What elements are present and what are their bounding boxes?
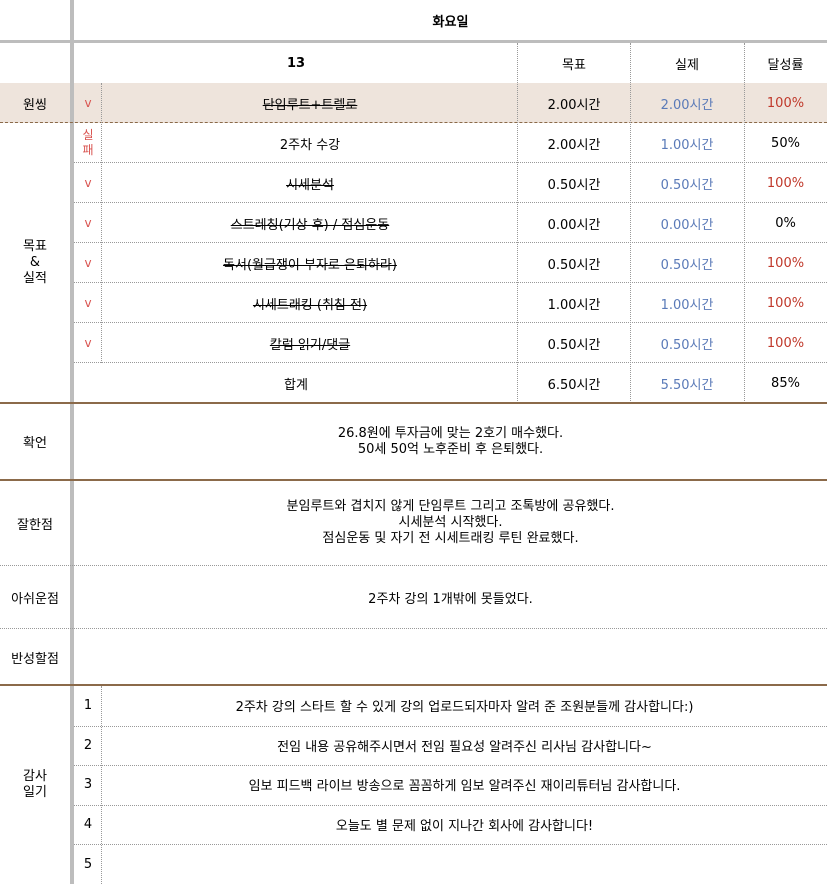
warmup-check: v xyxy=(84,96,92,110)
goal-row-border xyxy=(74,202,827,203)
gratitude-row-border xyxy=(74,765,827,767)
goal-rate: 100% xyxy=(766,295,805,311)
sep-gratitude-num xyxy=(101,686,102,884)
goal-mark: v xyxy=(84,295,92,310)
day-title: 화요일 xyxy=(432,14,469,30)
goal-target: 2.00시간 xyxy=(547,137,601,153)
warmup-task: 단임루트+트렐로 xyxy=(262,97,358,113)
goal-row-border xyxy=(74,282,827,283)
goal-rate: 50% xyxy=(771,135,800,151)
warmup-border xyxy=(0,122,827,124)
goal-task: 2주차 수강 xyxy=(279,137,341,153)
goal-target: 0.50시간 xyxy=(547,337,601,353)
good-line-2: 시세분석 시작했다. xyxy=(398,515,503,530)
total-label: 합계 xyxy=(284,377,308,393)
goal-target: 0.00시간 xyxy=(547,217,601,233)
goal-rate: 100% xyxy=(766,335,805,351)
good-border xyxy=(0,565,827,566)
reflect-border xyxy=(0,684,827,686)
col-actual: 실제 xyxy=(675,57,699,73)
warmup-row-bg xyxy=(0,83,827,123)
goal-mark: v xyxy=(84,255,92,270)
goal-rate: 0% xyxy=(775,215,796,231)
gratitude-label: 감사 일기 xyxy=(23,769,47,800)
goal-task: 스트레칭(기상 후) / 점심운동 xyxy=(230,217,390,233)
regret-label: 아쉬운점 xyxy=(11,591,59,607)
warmup-rate: 100% xyxy=(766,95,805,111)
goal-target: 0.50시간 xyxy=(547,257,601,273)
goal-task: 시세분석 xyxy=(286,177,334,193)
reflect-label: 반성할점 xyxy=(11,651,59,667)
goal-row-border xyxy=(74,242,827,243)
affirmation-text: 26.8원에 투자금에 맞는 2호기 매수했다. 50세 50억 노후준비 후 … xyxy=(74,404,827,479)
gratitude-num: 4 xyxy=(83,817,93,833)
gratitude-text: 임보 피드백 라이브 방송으로 꼼꼼하게 임보 알려주신 재이리튜터님 감사합니… xyxy=(248,779,681,795)
goal-actual: 1.00시간 xyxy=(660,297,714,313)
gratitude-text xyxy=(102,844,827,884)
good-line-1: 분임루트와 겹치지 않게 단임루트 그리고 조톡방에 공유했다. xyxy=(286,499,615,514)
sep-mark xyxy=(101,83,102,363)
regret-text: 2주차 강의 1개밖에 못들었다. xyxy=(368,591,533,607)
gratitude-row-border xyxy=(74,844,827,846)
col-target: 목표 xyxy=(562,57,586,73)
warmup-target: 2.00시간 xyxy=(547,97,601,113)
goal-actual: 1.00시간 xyxy=(660,137,714,153)
good-label: 잘한점 xyxy=(17,517,53,533)
gratitude-row-border xyxy=(74,804,827,806)
gratitude-text: 오늘도 별 문제 없이 지나간 회사에 감사합니다! xyxy=(335,819,594,835)
goal-target: 1.00시간 xyxy=(547,297,601,313)
goal-actual: 0.50시간 xyxy=(660,177,714,193)
gratitude-num: 5 xyxy=(83,856,93,872)
sep-actual xyxy=(630,43,631,403)
col-number: 13 xyxy=(286,55,306,71)
goal-rate: 100% xyxy=(766,175,805,191)
affirmation-border xyxy=(0,479,827,481)
goal-actual: 0.00시간 xyxy=(660,217,714,233)
regret-border xyxy=(0,628,827,629)
col-rate: 달성률 xyxy=(767,57,804,73)
sep-rate xyxy=(744,43,745,403)
goal-actual: 0.50시간 xyxy=(660,337,714,353)
total-actual: 5.50시간 xyxy=(660,377,714,393)
gratitude-num: 3 xyxy=(83,777,93,793)
total-rate: 85% xyxy=(771,375,800,391)
goal-task: 독서(월급쟁이 부자로 은퇴하라) xyxy=(223,257,397,273)
goal-rate: 100% xyxy=(766,255,805,271)
good-line-3: 점심운동 및 자기 전 시세트래킹 루틴 완료했다. xyxy=(322,531,579,546)
affirmation-line-2: 50세 50억 노후준비 후 은퇴했다. xyxy=(357,441,544,457)
goal-mark: v xyxy=(84,175,92,190)
warmup-label: 원씽 xyxy=(23,97,47,113)
gratitude-text: 전임 내용 공유해주시면서 전임 필요성 알려주신 리사님 감사합니다~ xyxy=(277,739,652,755)
warmup-actual: 2.00시간 xyxy=(660,97,714,113)
goal-task: 칼럼 읽기/댓글 xyxy=(269,337,351,353)
goal-target: 0.50시간 xyxy=(547,177,601,193)
gratitude-row-border xyxy=(74,725,827,727)
affirmation-label: 확언 xyxy=(23,436,47,451)
total-target: 6.50시간 xyxy=(547,377,601,393)
goals-bottom-border xyxy=(0,402,827,404)
good-text: 분임루트와 겹치지 않게 단임루트 그리고 조톡방에 공유했다. 시세분석 시작… xyxy=(74,481,827,565)
goal-row-border xyxy=(74,362,827,363)
goal-mark: v xyxy=(84,215,92,230)
affirmation-line-1: 26.8원에 투자금에 맞는 2호기 매수했다. xyxy=(337,425,564,441)
reflect-text xyxy=(74,629,827,685)
goal-mark: v xyxy=(84,335,92,350)
gratitude-text: 2주차 강의 스타트 할 수 있게 강의 업로드되자마자 알려 준 조원분들께 … xyxy=(235,700,694,716)
sep-target xyxy=(517,43,518,403)
goal-row-border xyxy=(74,162,827,163)
gratitude-num: 1 xyxy=(83,698,93,714)
goals-label: 목표 & 실적 xyxy=(23,239,47,286)
goal-actual: 0.50시간 xyxy=(660,257,714,273)
goal-mark: 실 패 xyxy=(82,128,94,157)
header-border xyxy=(0,40,827,43)
goal-task: 시세트래킹 (취침 전) xyxy=(252,297,368,313)
gratitude-num: 2 xyxy=(83,737,93,753)
left-col-border xyxy=(70,0,74,884)
goal-row-border xyxy=(74,322,827,323)
